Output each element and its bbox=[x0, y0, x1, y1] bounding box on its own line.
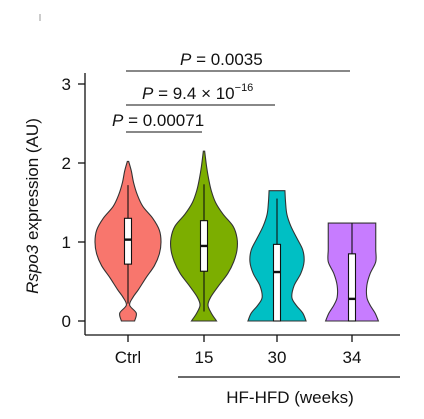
comparison-label-1: P = 0.00071 bbox=[112, 111, 204, 130]
y-axis-label: Rspo3 expression (AU) bbox=[23, 118, 42, 294]
y-tick-label: 1 bbox=[62, 233, 71, 252]
box-1 bbox=[123, 217, 133, 265]
p-symbol: P bbox=[142, 84, 154, 103]
y-tick-label: 0 bbox=[62, 312, 71, 331]
x-tick-label: 30 bbox=[268, 348, 287, 367]
p-symbol: P bbox=[112, 111, 124, 130]
x-tick-label: 34 bbox=[343, 348, 362, 367]
p-value: = 0.0035 bbox=[191, 50, 262, 69]
x-ticks: Ctrl 15 30 34 bbox=[115, 335, 362, 367]
x-tick-label: Ctrl bbox=[115, 348, 141, 367]
p-exponent: −16 bbox=[235, 82, 254, 94]
violins-layer bbox=[94, 150, 380, 322]
boxplots-layer bbox=[123, 184, 357, 322]
y-tick-label: 3 bbox=[62, 75, 71, 94]
p-value: = 0.00071 bbox=[123, 111, 204, 130]
y-axis-label-rest: expression (AU) bbox=[23, 118, 42, 245]
comparison-label-3: P = 0.0035 bbox=[180, 50, 263, 69]
y-axis-label-gene: Rspo3 bbox=[23, 244, 42, 294]
box-4 bbox=[347, 253, 357, 322]
box-3 bbox=[272, 243, 282, 322]
y-ticks: 0 1 2 3 bbox=[62, 75, 85, 331]
p-symbol: P bbox=[180, 50, 192, 69]
x-tick-label: 15 bbox=[195, 348, 214, 367]
y-tick-label: 2 bbox=[62, 154, 71, 173]
group-label: HF-HFD (weeks) bbox=[226, 388, 354, 407]
comparison-label-2: P = 9.4 × 10−16 bbox=[142, 82, 253, 103]
p-value: = 9.4 × 10 bbox=[153, 84, 234, 103]
